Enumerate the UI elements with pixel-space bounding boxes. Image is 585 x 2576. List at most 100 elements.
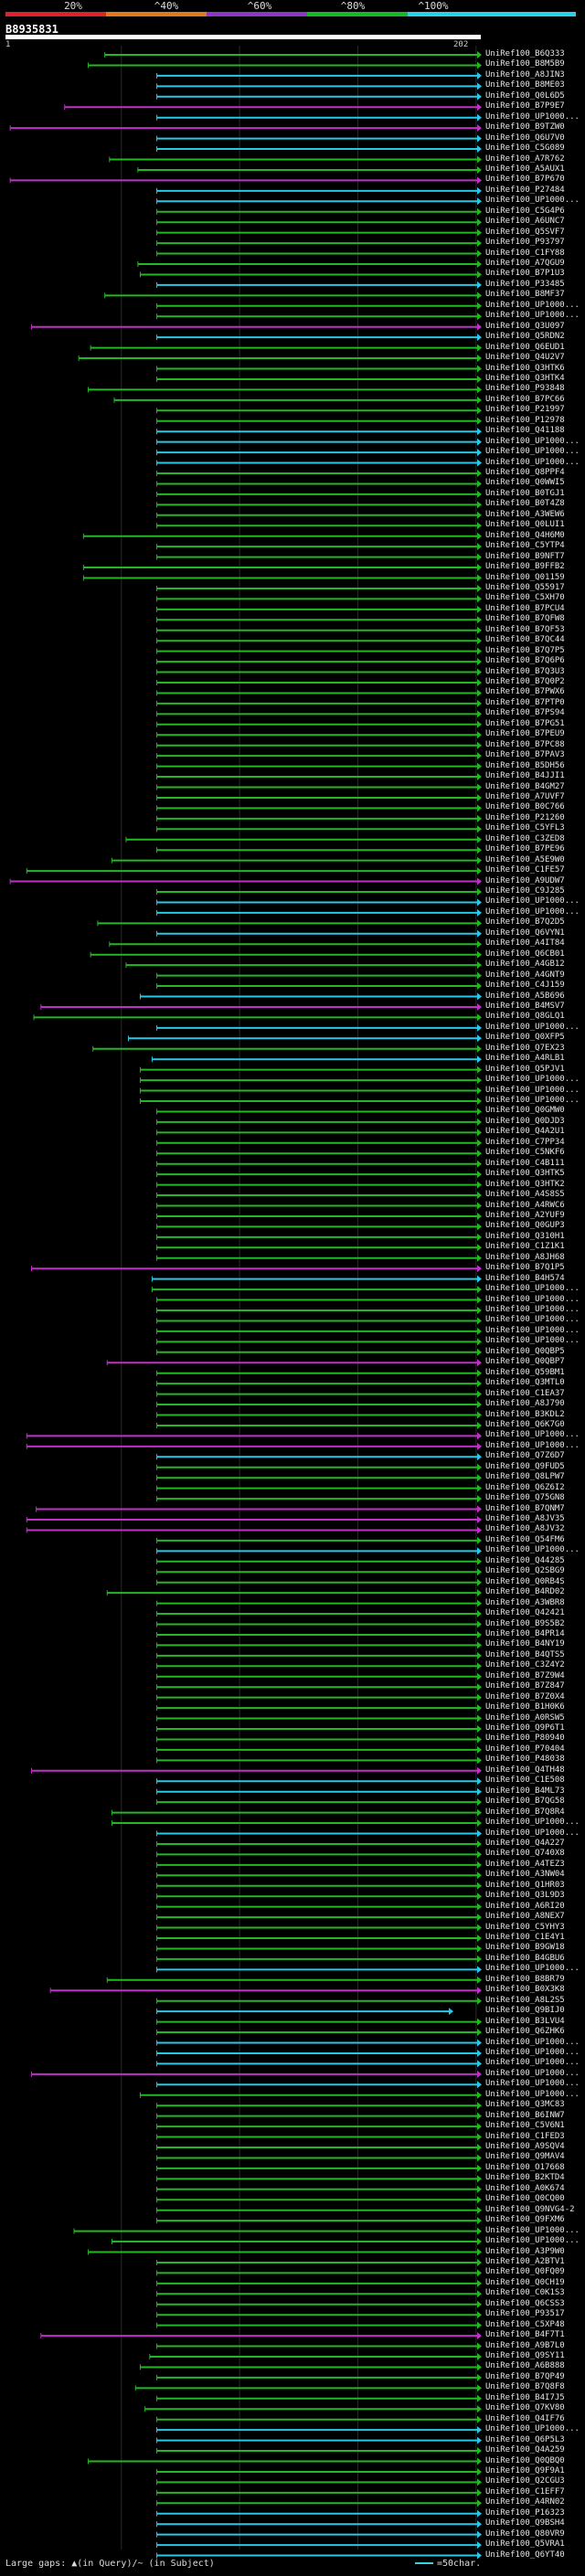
hit-label[interactable]: UniRef100_UP1000... <box>485 2037 580 2047</box>
hit-alignment[interactable] <box>156 1662 482 1670</box>
hit-label[interactable]: UniRef100_C1E4Y1 <box>485 1933 565 1942</box>
hit-alignment[interactable] <box>156 2258 482 2266</box>
hit-alignment[interactable] <box>156 2175 482 2183</box>
hit-alignment[interactable] <box>156 1139 482 1147</box>
hit-label[interactable]: UniRef100_B9GW18 <box>485 1943 565 1953</box>
hit-alignment[interactable] <box>156 480 482 488</box>
hit-label[interactable]: UniRef100_B9S5B2 <box>485 1618 565 1628</box>
hit-alignment[interactable] <box>156 1714 482 1723</box>
hit-alignment[interactable] <box>111 1808 482 1817</box>
hit-alignment[interactable] <box>156 1547 482 1555</box>
hit-alignment[interactable] <box>156 1672 482 1680</box>
hit-alignment[interactable] <box>156 1202 482 1210</box>
hit-label[interactable]: UniRef100_UP1000... <box>485 457 580 467</box>
hit-label[interactable]: UniRef100_C5G4P6 <box>485 206 565 216</box>
hit-alignment[interactable] <box>156 553 482 561</box>
hit-alignment[interactable] <box>156 1390 482 1398</box>
hit-alignment[interactable] <box>151 1055 482 1064</box>
hit-alignment[interactable] <box>156 2206 482 2214</box>
hit-label[interactable]: UniRef100_Q0L6D5 <box>485 90 565 101</box>
hit-alignment[interactable] <box>156 1317 482 1325</box>
hit-alignment[interactable] <box>156 2123 482 2131</box>
hit-alignment[interactable] <box>156 228 482 237</box>
hit-label[interactable]: UniRef100_B4ML73 <box>485 1786 565 1796</box>
hit-alignment[interactable] <box>156 2060 482 2068</box>
hit-alignment[interactable] <box>30 1265 482 1273</box>
hit-label[interactable]: UniRef100_A8JH68 <box>485 1252 565 1262</box>
hit-alignment[interactable] <box>156 752 482 760</box>
hit-label[interactable]: UniRef100_UP1000... <box>485 447 580 457</box>
hit-alignment[interactable] <box>156 522 482 530</box>
hit-alignment[interactable] <box>49 1987 482 1995</box>
hit-label[interactable]: UniRef100_B9FFB2 <box>485 562 565 572</box>
hit-label[interactable]: UniRef100_Q75GN8 <box>485 1493 565 1503</box>
hit-alignment[interactable] <box>88 2457 482 2465</box>
hit-label[interactable]: UniRef100_A0RSW5 <box>485 1712 565 1723</box>
hit-alignment[interactable] <box>156 281 482 289</box>
hit-label[interactable]: UniRef100_A5AUX1 <box>485 164 565 174</box>
hit-alignment[interactable] <box>156 218 482 227</box>
hit-alignment[interactable] <box>156 679 482 686</box>
hit-label[interactable]: UniRef100_Q0CQ00 <box>485 2194 565 2204</box>
hit-label[interactable]: UniRef100_Q0XFP5 <box>485 1033 565 1043</box>
hit-alignment[interactable] <box>128 1034 482 1043</box>
hit-label[interactable]: UniRef100_Q6VYN1 <box>485 928 565 938</box>
hit-label[interactable]: UniRef100_P70404 <box>485 1744 565 1754</box>
hit-label[interactable]: UniRef100_B7QC44 <box>485 635 565 645</box>
hit-label[interactable]: UniRef100_A4GNT9 <box>485 970 565 980</box>
hit-label[interactable]: UniRef100_Q9BIJ0 <box>485 2006 565 2016</box>
hit-alignment[interactable] <box>36 1505 482 1513</box>
hit-label[interactable]: UniRef100_B7Q2D5 <box>485 917 565 928</box>
hit-alignment[interactable] <box>139 1065 482 1074</box>
hit-label[interactable]: UniRef100_B7QNM7 <box>485 1503 565 1513</box>
hit-label[interactable]: UniRef100_Q6U7V0 <box>485 133 565 143</box>
hit-label[interactable]: UniRef100_B4F7T1 <box>485 2330 565 2340</box>
hit-alignment[interactable] <box>156 929 482 938</box>
hit-alignment[interactable] <box>26 1432 482 1440</box>
hit-label[interactable]: UniRef100_B4H574 <box>485 1273 565 1283</box>
hit-alignment[interactable] <box>156 543 482 551</box>
hit-alignment[interactable] <box>64 103 482 111</box>
hit-label[interactable]: UniRef100_C1FE57 <box>485 865 565 875</box>
hit-alignment[interactable] <box>156 1160 482 1168</box>
hit-label[interactable]: UniRef100_B7PEU9 <box>485 729 565 739</box>
hit-label[interactable]: UniRef100_A2YUF9 <box>485 1210 565 1220</box>
hit-label[interactable]: UniRef100_A7R762 <box>485 154 565 164</box>
hit-alignment[interactable] <box>156 1798 482 1807</box>
hit-alignment[interactable] <box>156 793 482 801</box>
hit-alignment[interactable] <box>156 2154 482 2162</box>
hit-alignment[interactable] <box>156 1860 482 1869</box>
hit-alignment[interactable] <box>156 2311 482 2319</box>
hit-label[interactable]: UniRef100_B9NFT7 <box>485 551 565 561</box>
hit-label[interactable]: UniRef100_Q3HTK2 <box>485 1179 565 1189</box>
hit-alignment[interactable] <box>156 1913 482 1922</box>
hit-alignment[interactable] <box>156 1756 482 1765</box>
hit-alignment[interactable] <box>82 574 482 582</box>
hit-alignment[interactable] <box>156 1181 482 1189</box>
hit-label[interactable]: UniRef100_C3ZED8 <box>485 833 565 843</box>
hit-alignment[interactable] <box>97 919 482 928</box>
hit-alignment[interactable] <box>26 1516 482 1523</box>
hit-label[interactable]: UniRef100_B7QG58 <box>485 1797 565 1807</box>
hit-alignment[interactable] <box>156 1023 482 1032</box>
hit-alignment[interactable] <box>156 2081 482 2089</box>
hit-label[interactable]: UniRef100_C7PP34 <box>485 1137 565 1147</box>
hit-alignment[interactable] <box>137 260 482 268</box>
hit-alignment[interactable] <box>156 1380 482 1388</box>
hit-label[interactable]: UniRef100_Q0QBP7 <box>485 1357 565 1367</box>
hit-alignment[interactable] <box>156 186 482 195</box>
hit-alignment[interactable] <box>88 386 482 394</box>
hit-label[interactable]: UniRef100_A4GB12 <box>485 959 565 970</box>
hit-alignment[interactable] <box>106 1976 482 1984</box>
hit-alignment[interactable] <box>156 1997 482 2005</box>
hit-alignment[interactable] <box>156 2447 482 2455</box>
hit-label[interactable]: UniRef100_Q8GLQ1 <box>485 1012 565 1022</box>
hit-label[interactable]: UniRef100_Q6P5L3 <box>485 2434 565 2444</box>
hit-alignment[interactable] <box>137 165 482 174</box>
hit-label[interactable]: UniRef100_B7Q8R4 <box>485 1807 565 1817</box>
hit-label[interactable]: UniRef100_UP1000... <box>485 1315 580 1325</box>
hit-alignment[interactable] <box>156 2520 482 2528</box>
hit-alignment[interactable] <box>106 1589 482 1597</box>
hit-alignment[interactable] <box>156 1474 482 1482</box>
hit-alignment[interactable] <box>156 2112 482 2120</box>
